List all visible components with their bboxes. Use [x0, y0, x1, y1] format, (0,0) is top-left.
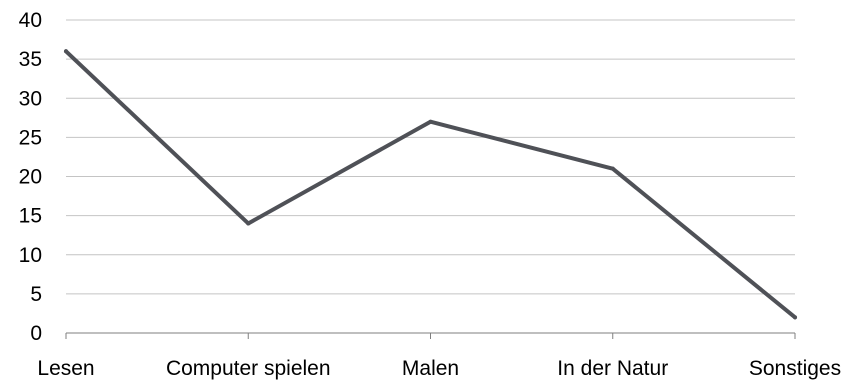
y-tick-label: 15	[19, 205, 42, 228]
y-axis-tick-labels: 0 5 10 15 20 25 30 35 40	[19, 9, 42, 345]
y-tick-label: 30	[19, 87, 42, 110]
y-tick-label: 10	[19, 244, 42, 267]
y-tick-label: 25	[19, 126, 42, 149]
data-point-in-der-natur	[610, 166, 615, 171]
series-lines	[64, 49, 797, 320]
y-tick-label: 20	[19, 166, 42, 189]
data-point-computer-spielen	[246, 221, 251, 226]
y-tick-label: 35	[19, 48, 42, 71]
x-tick-label: Sonstiges	[749, 357, 841, 380]
y-tick-label: 5	[30, 283, 42, 306]
x-tick-label: In der Natur	[557, 357, 668, 380]
x-axis	[65, 332, 796, 339]
x-tick-label: Malen	[402, 357, 459, 380]
data-point-sonstiges	[793, 315, 797, 320]
x-tick-label: Computer spielen	[166, 357, 331, 380]
series-line-0	[64, 49, 797, 320]
x-tick-label: Lesen	[37, 357, 94, 380]
data-point-lesen	[64, 49, 68, 54]
gridlines	[66, 19, 795, 295]
y-tick-label: 0	[30, 322, 42, 345]
y-tick-label: 40	[19, 9, 42, 32]
data-point-malen	[428, 119, 433, 124]
x-axis-tick-labels: Lesen Computer spielen Malen In der Natur So…	[37, 357, 841, 380]
